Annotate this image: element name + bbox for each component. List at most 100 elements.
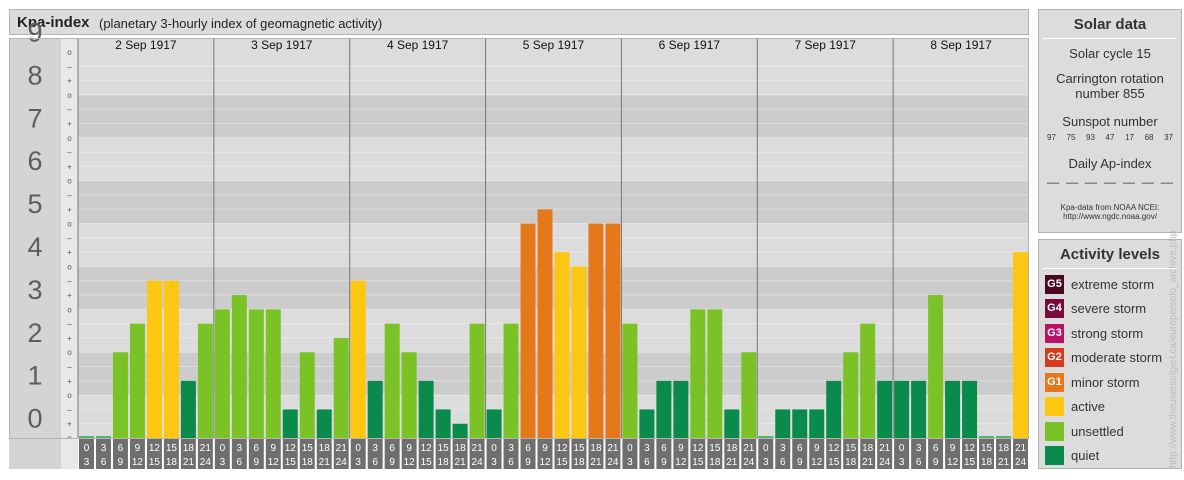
slot-end-label: 15 <box>692 457 704 468</box>
slot-start-label: 6 <box>525 443 531 454</box>
slot-start-label: 3 <box>644 443 650 454</box>
slot-start-label: 6 <box>933 443 939 454</box>
slot-box <box>911 439 927 469</box>
slot-end-label: 24 <box>743 457 755 468</box>
slot-end-label: 9 <box>389 457 395 468</box>
slot-start-label: 9 <box>271 443 277 454</box>
slot-end-label: 15 <box>556 457 568 468</box>
source-line1: Kpa-data from NOAA NCEI: <box>1060 203 1160 212</box>
kp-bar <box>707 309 723 438</box>
slot-end-label: 21 <box>183 457 195 468</box>
slot-start-label: 3 <box>780 443 786 454</box>
slot-end-label: 18 <box>981 457 993 468</box>
slot-end-label: 24 <box>200 457 212 468</box>
slot-box <box>792 439 808 469</box>
slot-box <box>486 439 502 469</box>
legend-label: quiet <box>1071 448 1100 463</box>
y-subtick-label: o <box>67 305 72 314</box>
slot-end-label: 18 <box>438 457 450 468</box>
slot-box <box>775 439 791 469</box>
legend-item-g1: G1 minor storm <box>1045 373 1140 392</box>
sunspot-value: 37 <box>1164 133 1173 142</box>
slot-box <box>367 439 383 469</box>
slot-end-label: 9 <box>797 457 803 468</box>
y-tick-label: 5 <box>27 189 42 219</box>
subtick-column <box>61 38 78 438</box>
ap-value: –– <box>1160 177 1173 189</box>
y-subtick-label: – <box>67 234 72 243</box>
slot-box <box>690 439 706 469</box>
slot-start-label: 21 <box>607 443 619 454</box>
slot-start-label: 9 <box>542 443 548 454</box>
kp-bar <box>299 352 315 438</box>
y-subtick-label: + <box>67 162 72 171</box>
slot-end-label: 6 <box>101 457 107 468</box>
y-tick-label: 3 <box>27 275 42 305</box>
y-subtick-label: + <box>67 377 72 386</box>
slot-end-label: 21 <box>726 457 738 468</box>
slot-start-label: 3 <box>237 443 243 454</box>
kp-bar <box>571 266 587 438</box>
slot-end-label: 9 <box>661 457 667 468</box>
slot-box <box>214 439 230 469</box>
day-label: 6 Sep 1917 <box>659 38 721 52</box>
slot-box <box>758 439 774 469</box>
legend-item-g5: G5 extreme storm <box>1045 275 1154 294</box>
kp-band <box>9 137 1029 181</box>
slot-end-label: 24 <box>1015 457 1027 468</box>
kp-band <box>9 352 1029 396</box>
slot-start-label: 12 <box>964 443 976 454</box>
slot-end-label: 3 <box>220 457 226 468</box>
slot-end-label: 18 <box>845 457 857 468</box>
slot-end-label: 3 <box>491 457 497 468</box>
slot-end-label: 21 <box>455 457 467 468</box>
kp-bar <box>163 280 179 438</box>
slot-end-label: 21 <box>590 457 602 468</box>
slot-end-label: 24 <box>879 457 891 468</box>
slot-end-label: 3 <box>84 457 90 468</box>
slot-end-label: 24 <box>607 457 619 468</box>
slot-box <box>316 439 332 469</box>
kp-bar <box>1013 252 1028 438</box>
kp-bar <box>129 323 145 438</box>
slot-start-label: 15 <box>981 443 993 454</box>
slot-box <box>435 439 451 469</box>
solar-panel-title: Solar data <box>1043 10 1177 39</box>
slot-end-label: 15 <box>149 457 161 468</box>
ap-value: –– <box>1103 177 1117 189</box>
slot-box <box>299 439 315 469</box>
slot-box <box>520 439 536 469</box>
kp-bar <box>316 409 332 438</box>
slot-start-label: 15 <box>709 443 721 454</box>
slot-start-label: 18 <box>590 443 602 454</box>
day-label: 4 Sep 1917 <box>387 38 449 52</box>
slot-start-label: 18 <box>726 443 738 454</box>
slot-box <box>350 439 366 469</box>
slot-start-label: 18 <box>862 443 874 454</box>
slot-end-label: 18 <box>166 457 178 468</box>
slot-start-label: 6 <box>797 443 803 454</box>
slot-end-label: 6 <box>644 457 650 468</box>
slot-box <box>962 439 978 469</box>
slot-start-label: 6 <box>661 443 667 454</box>
y-subtick-label: – <box>67 320 72 329</box>
y-subtick-label: + <box>67 205 72 214</box>
slot-end-label: 6 <box>780 457 786 468</box>
slot-end-label: 15 <box>964 457 976 468</box>
slot-start-label: 15 <box>438 443 450 454</box>
slot-end-label: 21 <box>862 457 874 468</box>
y-subtick-label: – <box>67 405 72 414</box>
legend-item-unsettled: unsettled <box>1045 422 1124 441</box>
y-subtick-label: – <box>67 105 72 114</box>
legend-swatch <box>1045 446 1064 465</box>
slot-start-label: 0 <box>763 443 769 454</box>
watermark-text: http://www.theusersofgiet.ca/europe/solo… <box>1168 230 1179 468</box>
kp-bar <box>333 337 349 438</box>
slot-box <box>146 439 162 469</box>
slot-start-label: 15 <box>573 443 585 454</box>
slot-end-label: 18 <box>302 457 314 468</box>
slot-end-label: 15 <box>285 457 297 468</box>
slot-box <box>95 439 111 469</box>
kp-bar <box>758 436 774 438</box>
day-label: 5 Sep 1917 <box>523 38 585 52</box>
